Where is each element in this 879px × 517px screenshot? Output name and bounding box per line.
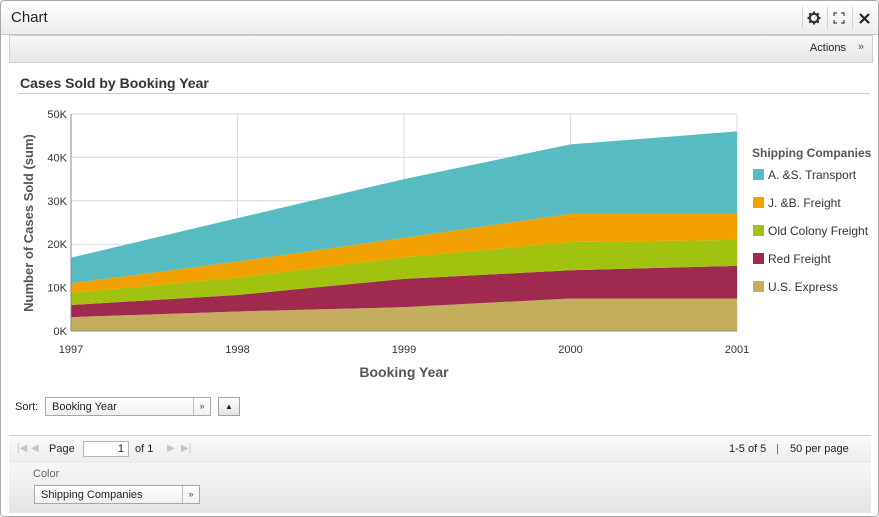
prev-page-icon[interactable]: ◀ [31,443,39,454]
color-label: Color [33,468,60,480]
sort-label: Sort: [15,401,39,413]
x-tick-label: 1998 [225,344,249,356]
y-tick-label: 40K [47,152,67,164]
title-divider [18,93,870,94]
legend-swatch [753,281,764,292]
area-chart: 0K 10K 20K 30K 40K 50K 1997 1998 1999 2000 2001 B… [21,109,872,380]
pager-separator: | [776,443,779,455]
chart-areas [71,131,737,331]
color-select-value: Shipping Companies [41,489,143,501]
double-chevron-down-icon[interactable]: » [193,398,210,415]
legend-swatch [753,253,764,264]
triangle-up-icon: ▲ [225,402,233,411]
double-chevron-down-icon[interactable]: » [857,41,864,53]
page-label: Page [49,443,75,455]
legend-swatch [753,169,764,180]
y-tick-label: 50K [47,109,67,121]
gear-icon [807,11,821,25]
pager-bar: |◀ ◀ Page 1 of 1 ▶ ▶| 1-5 of 5 | 50 per … [9,435,871,464]
color-panel: Color Shipping Companies » [9,463,871,513]
next-page-icon[interactable]: ▶ [167,443,175,454]
legend-item-label: A. &S. Transport [768,168,857,182]
y-tick-label: 20K [47,239,67,251]
y-tick-label: 10K [47,283,67,295]
y-tick-label: 30K [47,196,67,208]
area-series-old-colony-freight[interactable] [71,239,737,305]
title-bar: Chart [1,1,878,35]
legend-item-label: Red Freight [768,252,831,266]
settings-button[interactable] [802,7,825,29]
y-axis-title: Number of Cases Sold (sum) [21,134,36,312]
maximize-button[interactable] [827,7,850,29]
x-tick-labels: 1997 1998 1999 2000 2001 [59,344,749,356]
chart-title: Cases Sold by Booking Year [20,75,209,91]
legend-title: Shipping Companies [752,146,872,160]
per-page-link[interactable]: 50 per page [790,443,849,455]
x-tick-label: 2001 [725,344,749,356]
x-tick-label: 1997 [59,344,83,356]
area-series-u-s-express[interactable] [71,298,737,331]
area-series-a-s-transport[interactable] [71,131,737,284]
maximize-icon [833,12,845,24]
chart-axes [70,114,737,332]
y-tick-labels: 0K 10K 20K 30K 40K 50K [47,109,67,338]
x-tick-label: 1999 [392,344,416,356]
legend-item-label: J. &B. Freight [768,196,841,210]
legend-swatch [753,225,764,236]
actions-menu[interactable]: Actions [809,42,846,54]
close-icon [858,12,870,24]
legend-swatch [753,197,764,208]
x-axis-title: Booking Year [359,364,449,380]
sort-select-value: Booking Year [52,401,117,413]
color-select[interactable]: Shipping Companies » [34,485,200,504]
chart-legend: A. &S. Transport J. &B. Freight Old Colony… [753,168,869,294]
y-tick-label: 0K [54,326,68,338]
area-series-j-b-freight[interactable] [71,213,737,293]
sort-select[interactable]: Booking Year » [45,397,211,416]
double-chevron-down-icon[interactable]: » [182,486,199,503]
sort-direction-button[interactable]: ▲ [218,397,240,416]
actions-bar: Actions » [9,35,873,63]
first-page-icon[interactable]: |◀ [17,443,28,454]
last-page-icon[interactable]: ▶| [181,443,192,454]
window-title: Chart [11,9,48,26]
x-tick-label: 2000 [558,344,582,356]
legend-item-label: U.S. Express [768,280,838,294]
close-button[interactable] [852,7,875,29]
page-number-input[interactable]: 1 [83,441,129,457]
legend-item-label: Old Colony Freight [768,224,869,238]
page-count: of 1 [135,443,154,455]
record-range: 1-5 of 5 [729,443,767,455]
area-series-red-freight[interactable] [71,265,737,318]
